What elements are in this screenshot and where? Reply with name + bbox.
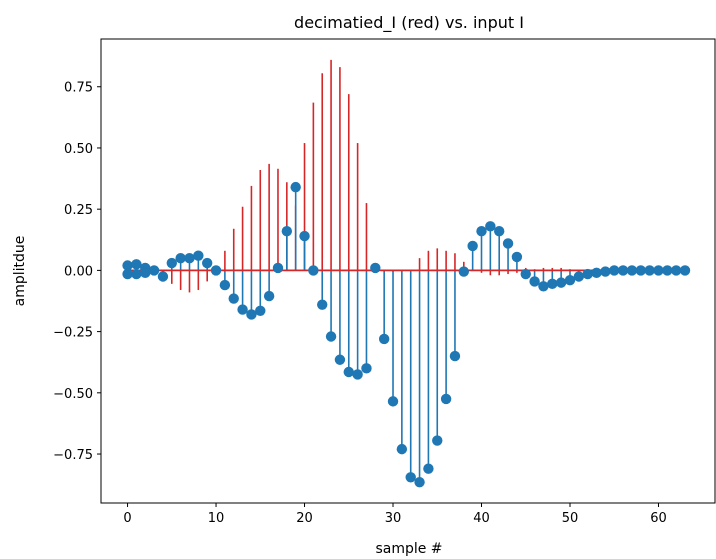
x-tick-label: 40	[473, 511, 490, 526]
x-tick-label: 50	[562, 511, 579, 526]
input-marker	[263, 290, 275, 302]
input-marker	[573, 271, 585, 282]
input-marker	[237, 304, 248, 315]
input-marker	[140, 267, 151, 279]
x-tick-label: 10	[208, 511, 225, 526]
input-marker	[131, 268, 142, 280]
input-marker	[325, 331, 337, 342]
input-marker	[378, 333, 390, 345]
input-marker	[485, 221, 496, 232]
y-tick-label: −0.50	[53, 387, 93, 402]
input-marker	[228, 293, 239, 304]
stems-layer	[126, 59, 642, 483]
input-marker	[405, 472, 416, 483]
input-marker	[591, 267, 602, 279]
input-marker	[653, 265, 664, 276]
x-tick-label: 60	[650, 511, 667, 526]
input-marker	[246, 309, 257, 320]
input-marker	[272, 262, 284, 274]
y-tick-label: −0.75	[53, 448, 93, 463]
input-marker	[219, 279, 231, 291]
input-marker	[679, 265, 691, 276]
input-marker	[476, 226, 487, 237]
x-ticks: 0 10 20 30 40 50 60	[123, 503, 667, 526]
y-tick-label: 0.25	[64, 203, 93, 218]
input-marker	[157, 271, 169, 282]
x-axis-label: sample #	[375, 541, 442, 557]
input-marker	[166, 257, 177, 269]
y-tick-label: 0.75	[64, 81, 93, 96]
input-marker	[334, 354, 346, 365]
input-marker	[352, 369, 363, 380]
input-marker	[635, 265, 646, 276]
input-marker	[626, 265, 638, 276]
input-marker	[370, 262, 381, 274]
input-marker	[396, 443, 408, 455]
input-marker	[538, 281, 549, 292]
x-tick-label: 20	[296, 511, 313, 526]
y-tick-label: −0.25	[53, 326, 93, 341]
input-marker	[662, 265, 673, 276]
y-ticks: −0.75 −0.50 −0.25 0.00 0.25 0.50 0.75	[53, 81, 101, 463]
input-marker	[193, 250, 204, 261]
input-marker	[184, 252, 195, 264]
input-marker	[564, 274, 576, 286]
input-marker	[467, 240, 478, 252]
input-marker	[361, 363, 372, 374]
input-marker	[423, 463, 434, 474]
input-marker	[609, 265, 620, 276]
input-marker	[210, 265, 222, 276]
input-marker	[308, 265, 319, 276]
input-marker	[255, 305, 266, 316]
input-marker	[201, 257, 213, 269]
input-marker	[122, 260, 133, 271]
input-marker	[494, 226, 505, 237]
input-marker	[670, 265, 682, 276]
input-marker	[458, 266, 470, 277]
y-axis-label: amplitdue	[12, 236, 28, 307]
y-tick-label: 0.50	[64, 142, 93, 157]
input-marker	[175, 252, 186, 264]
x-tick-label: 30	[385, 511, 402, 526]
input-marker	[343, 366, 354, 378]
x-tick-label: 0	[123, 511, 131, 526]
input-marker	[414, 476, 425, 488]
input-marker	[617, 265, 629, 276]
input-marker	[387, 396, 399, 407]
markers-layer	[122, 181, 691, 488]
input-marker	[290, 181, 301, 193]
plot-frame	[100, 38, 716, 504]
input-marker	[131, 259, 142, 270]
input-marker	[281, 226, 293, 237]
input-marker	[299, 230, 310, 242]
input-marker	[317, 299, 328, 310]
input-marker	[547, 278, 558, 290]
input-marker	[502, 238, 514, 249]
input-marker	[122, 268, 133, 280]
input-marker	[644, 265, 655, 276]
input-marker	[582, 268, 593, 280]
chart-title: decimatied_I (red) vs. input I	[294, 13, 524, 33]
input-marker	[148, 265, 160, 276]
input-marker	[520, 268, 531, 280]
input-marker	[432, 435, 443, 446]
input-marker	[555, 277, 567, 288]
input-marker	[600, 266, 611, 277]
input-marker	[529, 276, 540, 287]
y-tick-label: 0.00	[64, 264, 93, 279]
input-marker	[449, 350, 461, 362]
input-marker	[440, 393, 452, 405]
input-marker	[511, 251, 523, 263]
